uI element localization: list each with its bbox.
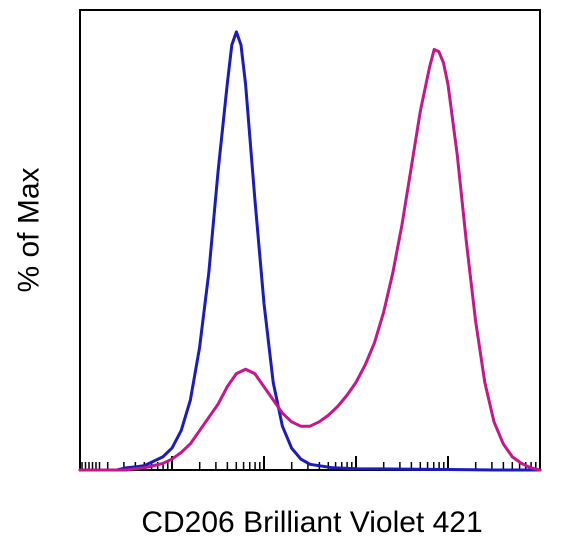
y-axis-label-text: % of Max	[13, 167, 47, 292]
series-stained	[80, 49, 540, 470]
series-group	[80, 32, 540, 470]
series-control	[80, 32, 540, 470]
x-axis-label: CD206 Brilliant Violet 421	[80, 506, 544, 540]
y-axis-label: % of Max	[0, 0, 60, 460]
chart-container: % of Max CD206 Brilliant Violet 421	[0, 0, 564, 550]
plot-border	[80, 10, 540, 470]
plot-area	[80, 10, 540, 470]
